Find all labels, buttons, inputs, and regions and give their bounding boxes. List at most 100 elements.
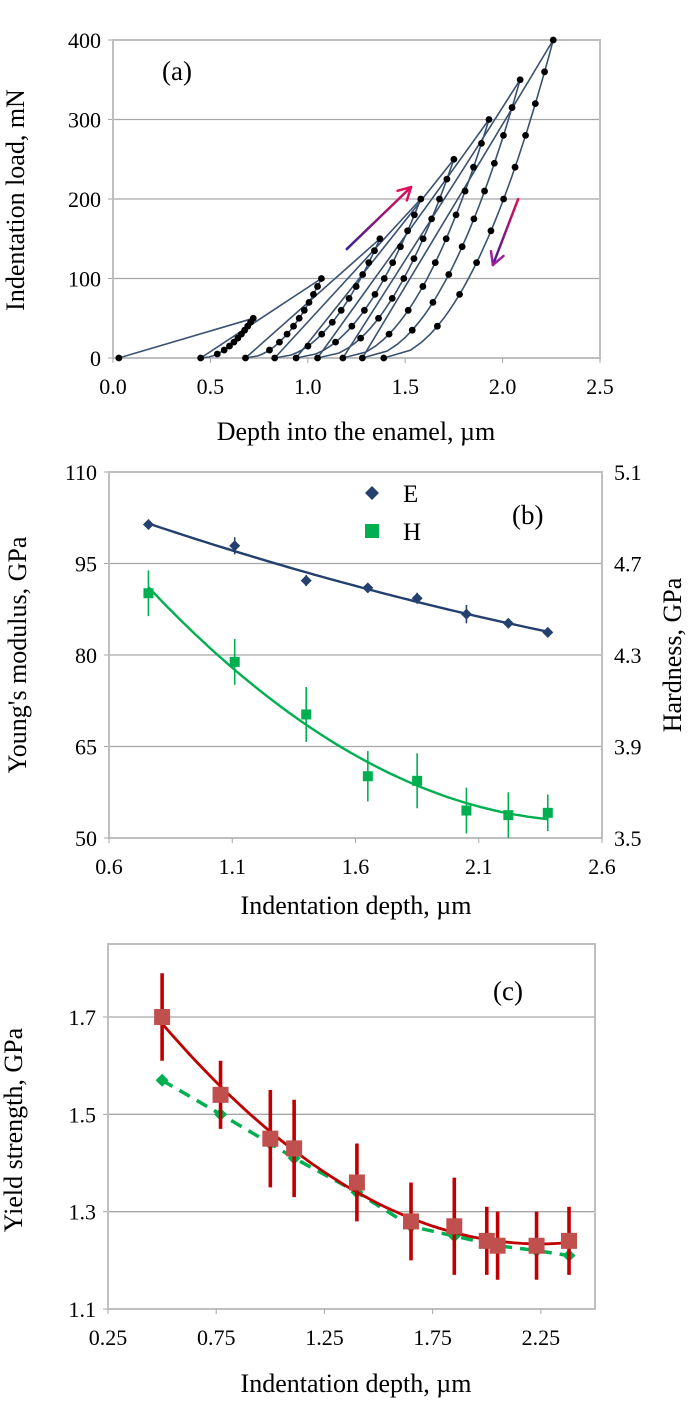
data-point-E (300, 575, 312, 587)
data-point (408, 326, 416, 334)
data-point-H (461, 805, 472, 816)
data-point (431, 259, 439, 266)
data-point (481, 187, 488, 195)
data-point-red (348, 1174, 365, 1191)
plot-area-a (112, 39, 601, 359)
data-point-red (154, 1009, 171, 1025)
arrow-head-icon (489, 249, 495, 267)
trendline-red (161, 1022, 570, 1246)
data-point (478, 139, 485, 147)
data-point (292, 354, 300, 362)
data-point (304, 342, 312, 350)
x-tick-label-c: 1.25 (305, 1325, 344, 1350)
data-point (358, 354, 366, 362)
y-right-tick-label-b: 3.5 (614, 826, 642, 851)
data-point (328, 318, 336, 326)
data-point (371, 247, 378, 255)
loading-line (295, 158, 455, 359)
data-point (300, 306, 308, 314)
x-axis-title-c: Indentation depth, µm (241, 1369, 472, 1398)
data-point (314, 354, 321, 362)
data-point (197, 354, 205, 362)
legend-label-h: H (403, 519, 421, 546)
trendline-E (148, 522, 549, 633)
y-right-tick-label-b: 5.1 (614, 460, 642, 485)
x-tick-label-b: 1.6 (342, 854, 370, 879)
data-point (357, 334, 365, 342)
data-point (508, 104, 516, 111)
x-tick-label-b: 0.6 (95, 854, 123, 879)
data-point (348, 322, 356, 330)
data-point (213, 350, 221, 358)
data-point-E (362, 582, 374, 594)
data-point (516, 76, 524, 84)
data-point (511, 163, 519, 171)
data-point (266, 346, 273, 354)
data-point (380, 354, 388, 362)
data-point (417, 195, 425, 203)
data-point (428, 215, 436, 223)
loading-line (200, 277, 322, 359)
data-point-H (301, 709, 312, 720)
data-point (376, 235, 384, 243)
data-point-E (460, 608, 472, 620)
data-point (531, 100, 539, 107)
y-tick-label-c: 1.5 (69, 1102, 97, 1127)
data-point (419, 283, 427, 290)
data-point (314, 283, 321, 290)
legend-marker-e (365, 486, 379, 500)
data-point (276, 338, 283, 346)
loading-line (361, 39, 554, 359)
loading-line (274, 198, 422, 359)
y-tick-label-a: 0 (90, 346, 101, 371)
panel-b: (b) Indentation depth, µm Young's modulu… (3, 460, 687, 920)
data-point (226, 342, 233, 350)
arrow-loading (345, 185, 413, 251)
x-tick-label-b: 2.1 (465, 854, 493, 879)
data-point (310, 291, 317, 298)
data-point (461, 187, 469, 195)
y-tick-label-b: 65 (75, 735, 97, 760)
y-axis-title-left-b: Young's modulus, GPa (3, 536, 32, 773)
data-point-E (502, 617, 514, 629)
data-point (359, 271, 367, 278)
x-tick-label-a: 1.5 (391, 374, 419, 399)
data-point (500, 132, 507, 139)
panel-label-c: (c) (493, 976, 523, 1006)
data-point (541, 68, 548, 76)
panel-label-b: (b) (512, 500, 543, 530)
loading-line (244, 238, 381, 359)
x-tick-label-a: 0.0 (99, 374, 127, 399)
y-right-tick-label-b: 3.9 (614, 735, 642, 760)
data-point (375, 314, 382, 322)
data-point (345, 294, 353, 302)
data-point-E (411, 592, 423, 604)
x-tick-label-b: 1.1 (219, 854, 247, 879)
data-point (410, 255, 418, 263)
data-point (305, 298, 313, 306)
x-axis-title-b: Indentation depth, µm (241, 891, 472, 920)
data-point (339, 354, 347, 362)
data-point (485, 116, 493, 123)
data-point-E (229, 540, 241, 552)
data-point-H (503, 810, 514, 821)
loading-line (118, 317, 254, 359)
y-tick-label-b: 95 (75, 552, 97, 577)
plot-area-c (107, 943, 596, 1310)
x-tick-label-b: 2.6 (588, 854, 616, 879)
y-tick-label-a: 200 (68, 187, 101, 212)
data-point (332, 338, 339, 346)
data-point (388, 294, 396, 302)
data-point-H (143, 588, 154, 599)
data-point (389, 259, 397, 266)
data-point (290, 322, 297, 330)
dashed-line-green (161, 1078, 570, 1258)
panel-c: (c) Indentation depth, µm Yield strength… (0, 943, 596, 1398)
loading-line (316, 119, 490, 359)
x-tick-label-a: 2.0 (489, 374, 517, 399)
data-point (470, 163, 477, 171)
data-point (419, 235, 427, 243)
data-point (352, 283, 360, 290)
data-point (271, 354, 279, 362)
